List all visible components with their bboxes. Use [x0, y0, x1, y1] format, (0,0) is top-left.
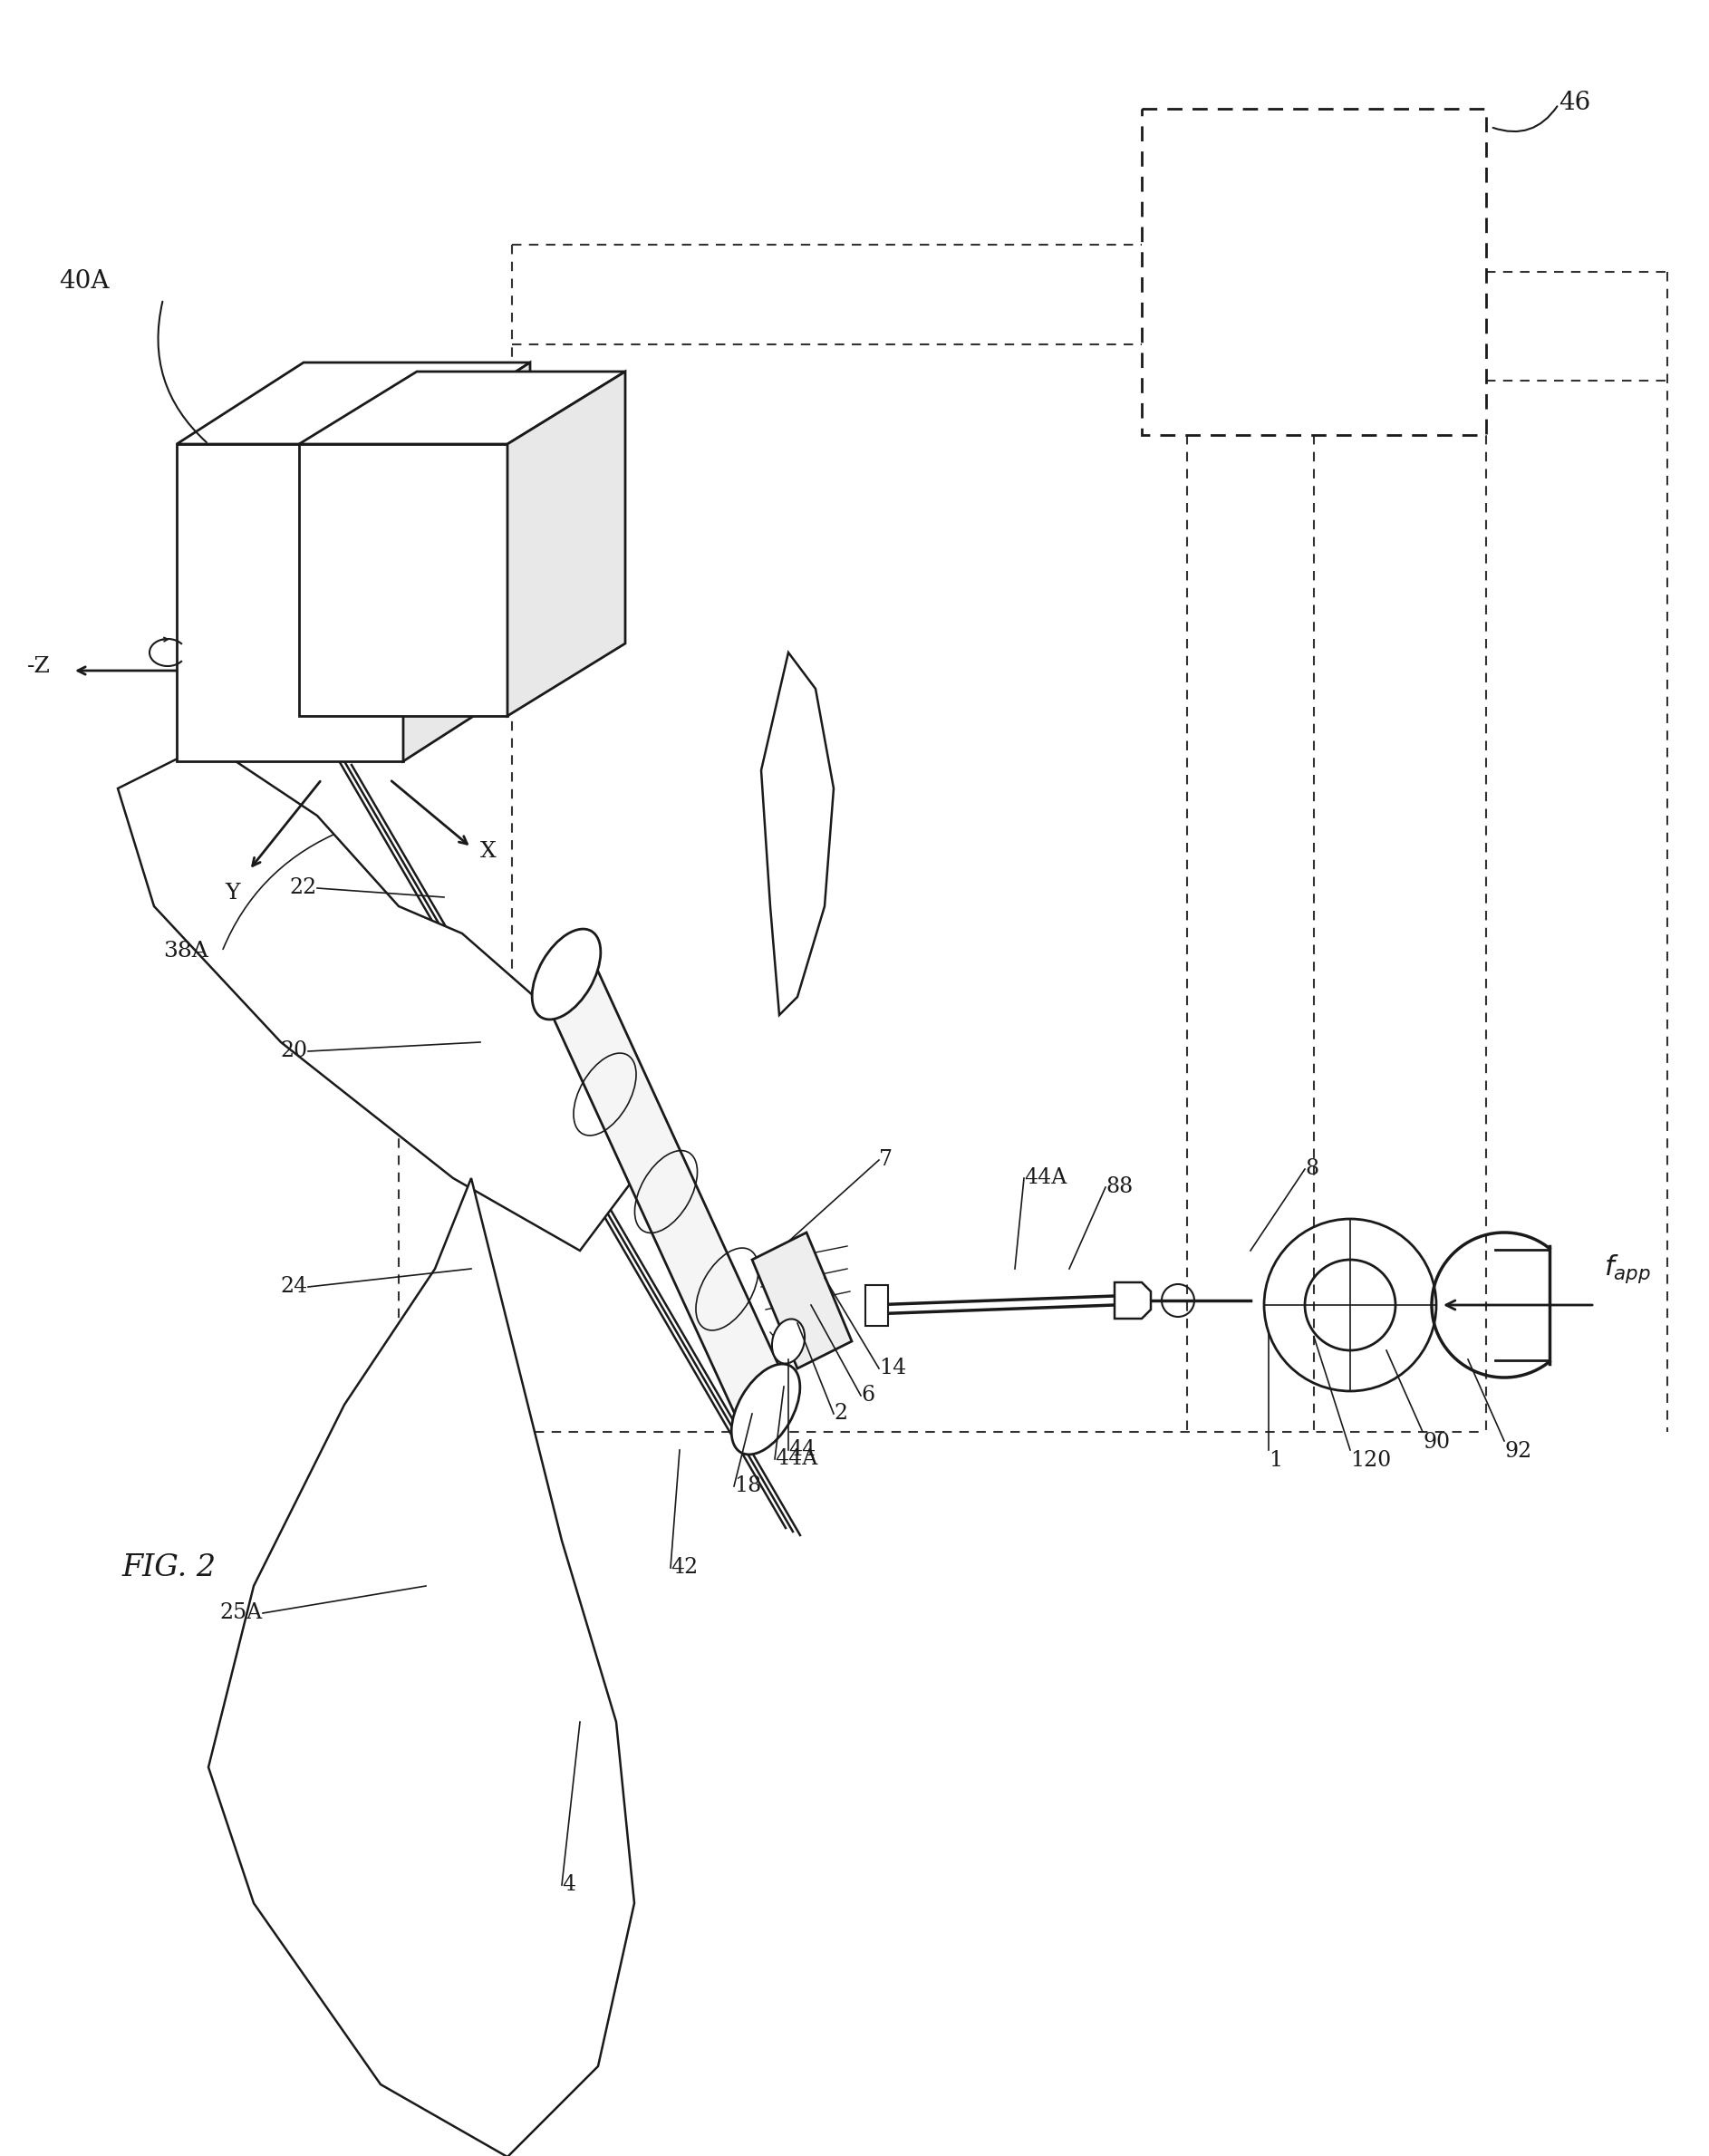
- Text: 14: 14: [878, 1358, 906, 1380]
- Polygon shape: [1114, 1283, 1150, 1319]
- Text: 90: 90: [1422, 1432, 1449, 1453]
- Text: 6: 6: [861, 1384, 875, 1406]
- Text: X: X: [480, 841, 496, 862]
- Text: 1: 1: [1268, 1451, 1282, 1470]
- Polygon shape: [508, 371, 625, 716]
- Text: 44A: 44A: [1024, 1169, 1066, 1188]
- Polygon shape: [299, 444, 508, 716]
- Polygon shape: [118, 744, 634, 1250]
- Text: 4: 4: [562, 1874, 576, 1895]
- Text: 42: 42: [670, 1557, 697, 1578]
- Text: FIG. 2: FIG. 2: [123, 1552, 217, 1583]
- Polygon shape: [176, 362, 530, 444]
- Text: 92: 92: [1504, 1440, 1531, 1462]
- Ellipse shape: [531, 929, 600, 1020]
- FancyArrowPatch shape: [222, 834, 333, 949]
- Text: 40A: 40A: [58, 270, 109, 293]
- Text: 25A: 25A: [220, 1602, 263, 1623]
- Text: 18: 18: [733, 1477, 762, 1496]
- Text: 88: 88: [1106, 1177, 1133, 1197]
- FancyArrowPatch shape: [1494, 106, 1557, 132]
- Polygon shape: [752, 1233, 851, 1369]
- Text: 44: 44: [788, 1440, 815, 1460]
- Ellipse shape: [772, 1319, 805, 1363]
- Polygon shape: [176, 444, 403, 761]
- FancyBboxPatch shape: [1142, 108, 1487, 436]
- Polygon shape: [208, 1177, 634, 2156]
- Text: 2: 2: [834, 1404, 848, 1425]
- Polygon shape: [299, 371, 625, 444]
- Text: Y: Y: [224, 882, 239, 903]
- Text: 22: 22: [291, 877, 318, 899]
- Text: -Z: -Z: [27, 655, 51, 677]
- Text: 8: 8: [1306, 1158, 1319, 1179]
- Text: 38A: 38A: [162, 942, 208, 962]
- Text: 20: 20: [280, 1041, 308, 1061]
- Text: 7: 7: [878, 1149, 892, 1171]
- Polygon shape: [403, 362, 530, 761]
- Text: $f_{app}$: $f_{app}$: [1603, 1253, 1651, 1285]
- Ellipse shape: [731, 1365, 800, 1455]
- Bar: [865, 1285, 889, 1326]
- FancyArrowPatch shape: [159, 302, 207, 442]
- Text: 24: 24: [280, 1276, 308, 1298]
- Text: 120: 120: [1350, 1451, 1391, 1470]
- Polygon shape: [543, 951, 788, 1432]
- Polygon shape: [761, 653, 834, 1015]
- Text: 44A: 44A: [774, 1449, 817, 1470]
- Text: 46: 46: [1559, 91, 1591, 114]
